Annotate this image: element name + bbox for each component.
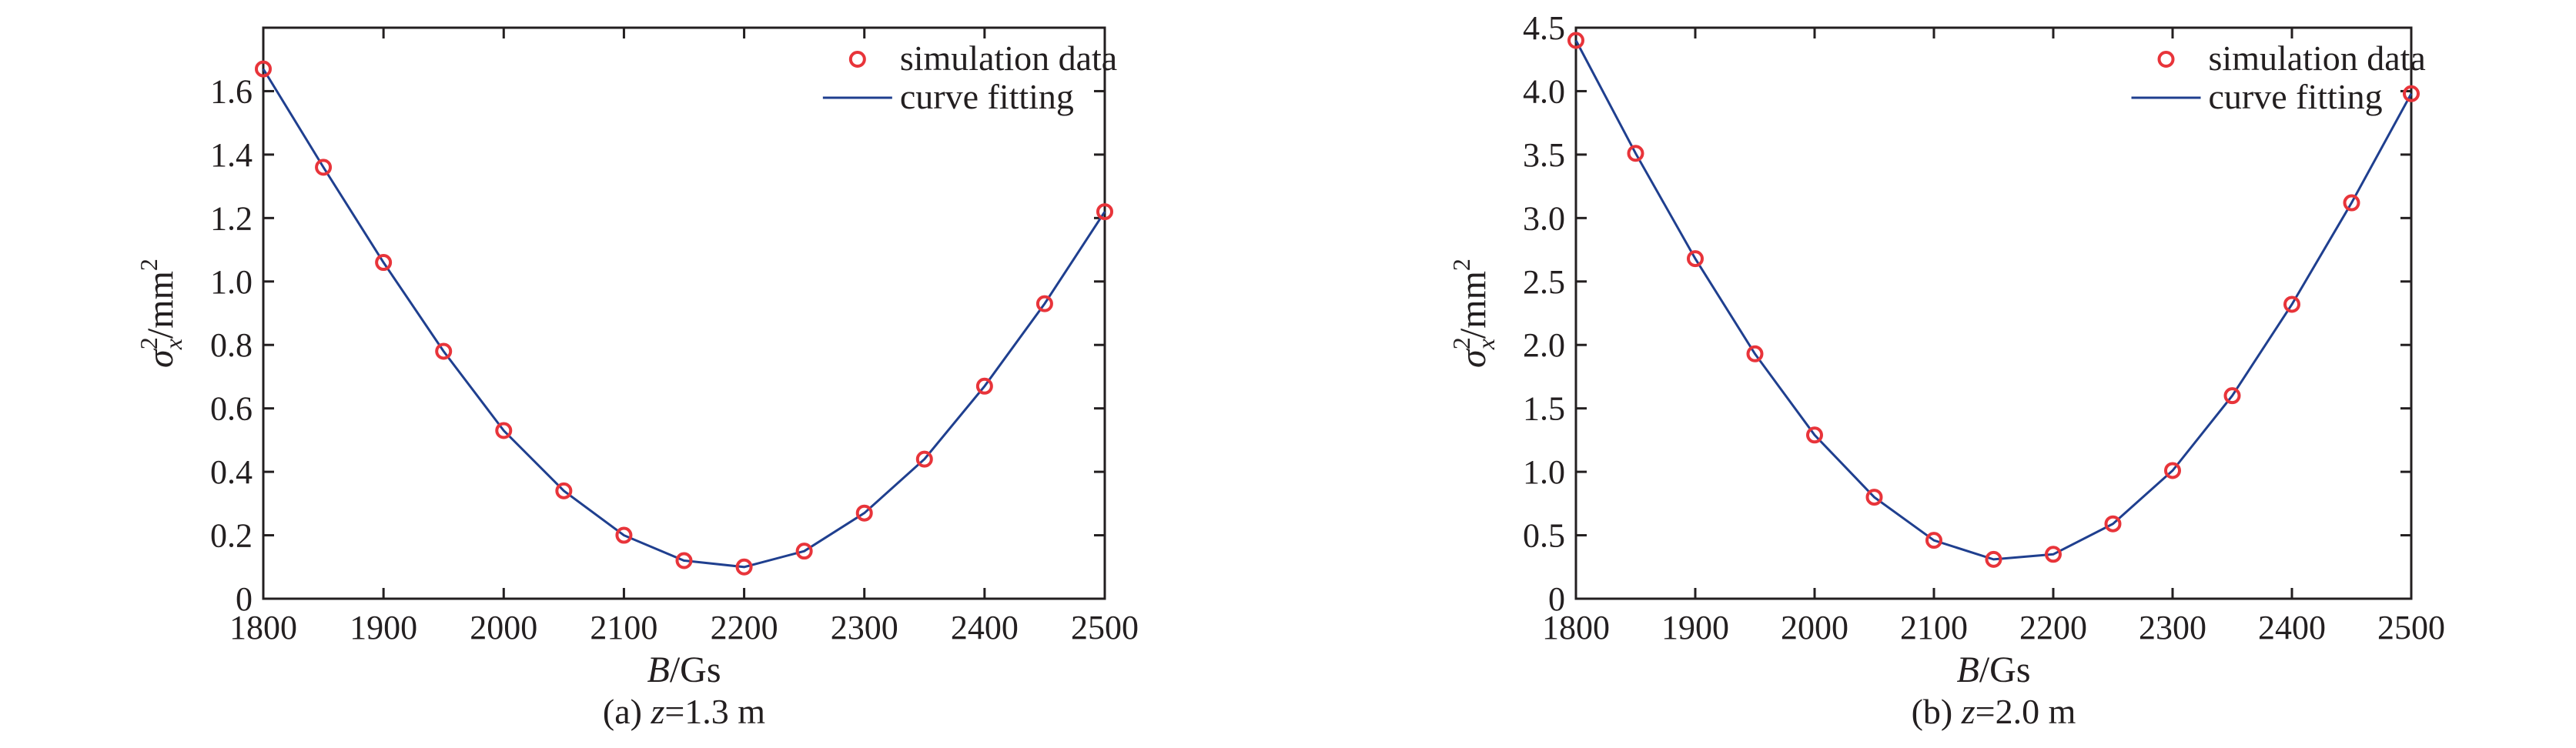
x-tick-label: 2400 — [951, 609, 1019, 646]
x-tick-label: 1900 — [1661, 609, 1729, 646]
data-point — [675, 552, 693, 569]
x-tick-label: 2300 — [831, 609, 898, 646]
panel-caption: (a) z=1.3 m — [603, 692, 765, 731]
y-tick-label: 4.5 — [1523, 9, 1565, 47]
data-point — [1806, 426, 1823, 444]
data-point — [735, 558, 753, 576]
x-tick-label: 1900 — [350, 609, 417, 646]
legend-label-fit: curve fitting — [2209, 77, 2383, 116]
data-point — [1687, 250, 1704, 268]
x-tick-label: 1800 — [1542, 609, 1610, 646]
x-tick-label: 2300 — [2139, 609, 2206, 646]
plot-frame — [1574, 26, 2413, 600]
y-tick-label: 3.0 — [1523, 199, 1565, 237]
data-point — [1985, 550, 2002, 568]
data-point — [255, 60, 272, 78]
x-tick-label: 2000 — [470, 609, 537, 646]
y-tick-label: 1.2 — [210, 199, 253, 237]
data-point — [1035, 295, 1053, 312]
chart-panel-2: 1800 1900 2000 2100 2200 2300 2400 2500 0 0.5 1.0 1… — [1447, 9, 2445, 731]
y-tick-label: 1.0 — [1523, 453, 1565, 491]
y-tick-label: 0.5 — [1523, 517, 1565, 555]
data-point — [2343, 194, 2360, 212]
x-tick-label: 2200 — [2019, 609, 2087, 646]
legend-label-simulation: simulation data — [2209, 38, 2426, 78]
data-point — [795, 543, 813, 560]
fit-curve-line — [1574, 39, 2413, 561]
data-point — [1096, 203, 1113, 221]
data-point — [1865, 489, 1883, 506]
x-axis-label: B/Gs — [1956, 649, 2030, 690]
data-point — [495, 422, 513, 439]
y-axis-label: σ2x/mm2 — [1447, 259, 1500, 368]
y-tick-label: 3.5 — [1523, 136, 1565, 174]
data-point — [375, 254, 393, 272]
data-point — [555, 482, 573, 499]
y-axis-label: σ2x/mm2 — [135, 259, 187, 368]
panel-caption: (b) z=2.0 m — [1912, 692, 2076, 731]
x-tick-label: 1800 — [229, 609, 297, 646]
y-tick-label: 1.4 — [210, 136, 253, 174]
data-point — [2104, 515, 2122, 533]
x-tick-label: 2100 — [1900, 609, 1968, 646]
legend-marker-symbol — [2157, 51, 2175, 68]
y-tick-label: 0 — [1548, 580, 1565, 618]
data-point — [615, 526, 633, 544]
y-tick-label: 1.6 — [210, 72, 253, 110]
x-tick-label: 2400 — [2258, 609, 2326, 646]
y-tick-label: 1.5 — [1523, 390, 1565, 428]
x-tick-label: 2500 — [1071, 609, 1139, 646]
data-point — [1627, 145, 1644, 162]
x-tick-label: 2100 — [590, 609, 657, 646]
data-point — [915, 450, 933, 468]
data-point — [1567, 32, 1584, 49]
y-tick-label: 2.0 — [1523, 326, 1565, 364]
data-point — [315, 159, 333, 176]
legend-marker-symbol — [848, 51, 866, 68]
y-tick-label: 0.2 — [210, 517, 253, 555]
plot-frame — [262, 26, 1106, 600]
y-tick-label: 0.6 — [210, 390, 253, 428]
y-tick-label: 1.0 — [210, 263, 253, 301]
y-tick-label: 2.5 — [1523, 263, 1565, 301]
data-point — [855, 504, 873, 522]
fit-curve-line — [262, 68, 1106, 569]
data-point — [435, 342, 453, 360]
legend-label-simulation: simulation data — [900, 38, 1117, 78]
chart-panel-1: 1800 1900 2000 2100 2200 2300 2400 2500 0 0.2 0.4 0… — [135, 26, 1139, 731]
x-tick-label: 2500 — [2377, 609, 2445, 646]
y-tick-label: 0.4 — [210, 453, 253, 491]
data-point — [1746, 345, 1764, 362]
legend-label-fit: curve fitting — [900, 77, 1074, 116]
data-point — [975, 377, 993, 395]
x-tick-label: 2000 — [1781, 609, 1848, 646]
y-tick-label: 4.0 — [1523, 72, 1565, 110]
data-point — [1925, 532, 1942, 549]
data-point — [2045, 546, 2062, 563]
x-tick-label: 2200 — [711, 609, 778, 646]
y-tick-label: 0 — [236, 580, 253, 618]
x-axis-label: B/Gs — [647, 649, 721, 690]
data-point — [2164, 462, 2181, 479]
data-point — [2283, 296, 2300, 313]
data-point — [2403, 85, 2420, 102]
y-tick-label: 0.8 — [210, 326, 253, 364]
data-point — [2223, 387, 2241, 405]
